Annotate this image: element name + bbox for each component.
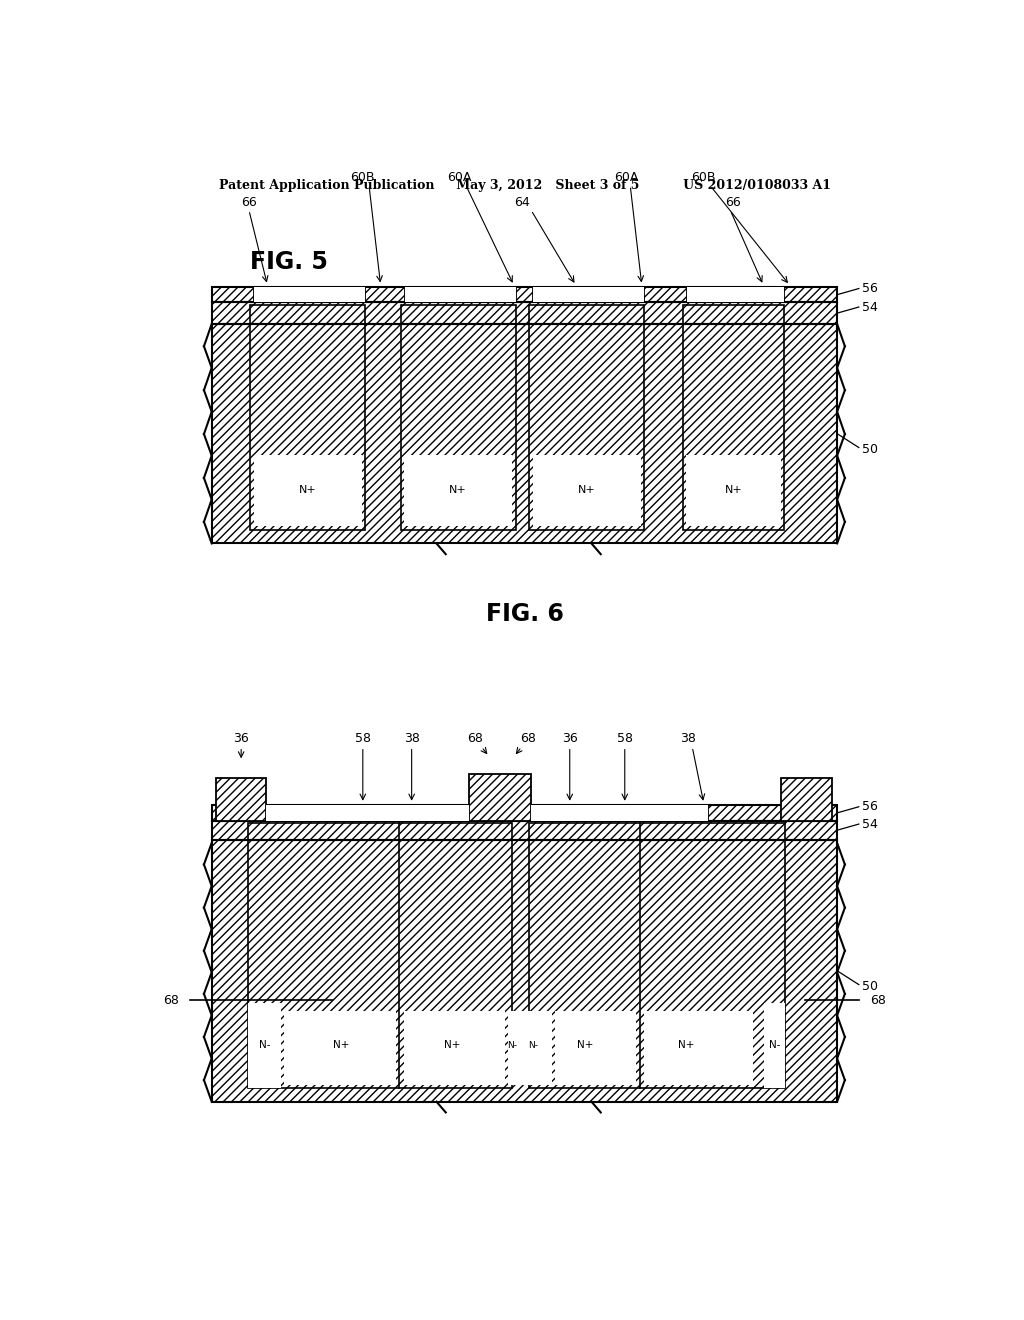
Text: 50: 50 <box>862 442 878 455</box>
Bar <box>284 1011 396 1085</box>
Text: N-: N- <box>259 1040 270 1051</box>
Text: 60B: 60B <box>350 172 375 185</box>
Bar <box>212 302 838 323</box>
Text: 64: 64 <box>514 195 529 209</box>
Text: N+: N+ <box>450 486 467 495</box>
Text: N+: N+ <box>578 1040 594 1051</box>
Bar <box>764 1003 785 1088</box>
Text: 68: 68 <box>163 994 179 1007</box>
Text: 56: 56 <box>862 282 878 296</box>
Bar <box>529 822 785 1088</box>
Bar <box>254 286 366 302</box>
Text: FIG. 5: FIG. 5 <box>251 251 329 275</box>
Text: 36: 36 <box>233 733 249 746</box>
Bar <box>212 323 838 544</box>
Bar <box>403 1011 505 1085</box>
Text: N+: N+ <box>678 1040 694 1051</box>
Bar <box>555 1011 636 1085</box>
Text: 58: 58 <box>616 733 633 746</box>
Bar <box>266 805 469 821</box>
Bar <box>528 1011 552 1085</box>
Bar <box>212 286 838 302</box>
Bar <box>781 779 831 821</box>
Text: N+: N+ <box>443 1040 460 1051</box>
Text: 66: 66 <box>241 195 257 209</box>
Bar <box>531 805 708 821</box>
Bar <box>532 454 641 527</box>
Text: 60B: 60B <box>691 172 716 185</box>
Bar <box>251 305 366 529</box>
Text: 38: 38 <box>403 733 420 746</box>
Text: 60A: 60A <box>447 172 472 185</box>
Bar <box>534 286 644 302</box>
Bar <box>683 305 783 529</box>
Text: N+: N+ <box>578 486 596 495</box>
Text: N-: N- <box>528 1041 539 1049</box>
Text: 68: 68 <box>467 733 483 746</box>
Bar <box>248 1003 282 1088</box>
Bar <box>212 840 838 1102</box>
Text: Patent Application Publication     May 3, 2012   Sheet 3 of 5          US 2012/0: Patent Application Publication May 3, 20… <box>219 178 830 191</box>
Text: N-: N- <box>508 1041 517 1049</box>
Bar <box>212 805 838 821</box>
Bar <box>469 775 531 821</box>
Text: N+: N+ <box>299 486 316 495</box>
Bar <box>687 286 783 302</box>
Text: 50: 50 <box>862 979 878 993</box>
Text: 56: 56 <box>862 800 878 813</box>
Text: 66: 66 <box>725 195 740 209</box>
Text: 68: 68 <box>869 994 886 1007</box>
Bar <box>212 805 838 821</box>
Bar <box>508 1011 531 1085</box>
Text: FIG. 6: FIG. 6 <box>485 602 564 626</box>
Bar <box>212 323 838 544</box>
Text: 60A: 60A <box>614 172 639 185</box>
Bar <box>212 821 838 840</box>
Bar <box>248 822 512 1088</box>
Bar <box>212 821 838 840</box>
Text: 58: 58 <box>355 733 371 746</box>
Text: 68: 68 <box>520 733 536 746</box>
Bar <box>644 1011 753 1085</box>
Bar <box>529 305 644 529</box>
Bar <box>212 286 838 302</box>
Bar <box>403 454 512 527</box>
Text: 54: 54 <box>862 301 878 314</box>
Bar <box>400 305 515 529</box>
Bar <box>216 779 266 821</box>
Text: 38: 38 <box>680 733 696 746</box>
Text: N+: N+ <box>724 486 742 495</box>
Text: 36: 36 <box>562 733 578 746</box>
Bar <box>686 454 780 527</box>
Text: N+: N+ <box>333 1040 349 1051</box>
Text: N-: N- <box>769 1040 780 1051</box>
Bar <box>212 840 838 1102</box>
Bar <box>212 302 838 323</box>
Bar <box>404 286 515 302</box>
Text: 54: 54 <box>862 817 878 830</box>
Bar <box>254 454 362 527</box>
